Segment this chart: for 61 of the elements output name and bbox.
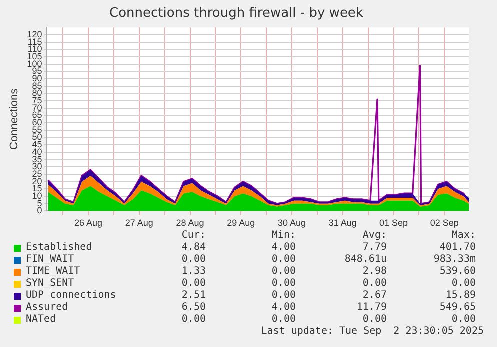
x-tick-label: 29 Aug — [227, 218, 256, 228]
text: 0.00 — [452, 314, 476, 326]
text: Avg: — [362, 230, 387, 242]
text: 0.00 — [272, 278, 296, 290]
text: 549.65 — [440, 302, 476, 314]
text: 0.00 — [272, 290, 296, 302]
text: Cur: — [182, 230, 206, 242]
legend-label: FIN_WAIT — [26, 254, 74, 266]
legend-label: UDP connections — [26, 290, 116, 302]
chart-title: Connections through firewall - by week — [110, 6, 364, 22]
text: 15.89 — [446, 290, 476, 302]
y-tick-label: 65 — [32, 110, 42, 120]
x-tick-label: 30 Aug — [278, 218, 306, 228]
text: 0.00 — [272, 254, 296, 266]
y-tick-label: 115 — [28, 36, 42, 47]
y-tick-label: 50 — [32, 132, 42, 142]
text: 4.84 — [182, 242, 206, 254]
legend-label: NATed — [26, 314, 56, 326]
legend-label: TIME_WAIT — [26, 266, 80, 278]
x-tick-label: 27 Aug — [125, 218, 154, 228]
text: 2.67 — [362, 290, 387, 302]
text: 0.00 — [182, 254, 206, 266]
text: 4.00 — [272, 302, 296, 314]
x-tick-label: 01 Sep — [379, 218, 408, 228]
text: 7.79 — [362, 242, 387, 254]
text: 848.61u — [344, 254, 387, 266]
y-tick-label: 100 — [27, 58, 42, 69]
text: 401.70 — [440, 242, 476, 254]
y-axis-title: Connections — [8, 88, 21, 150]
text: Max: — [452, 230, 476, 242]
legend-label: Established — [26, 242, 92, 254]
legend-label: SYN_SENT — [26, 278, 74, 290]
text: 6.50 — [182, 302, 206, 314]
y-tick-label: 120 — [27, 29, 42, 40]
y-tick-label: 35 — [32, 154, 42, 164]
text: 2.51 — [182, 290, 206, 302]
x-tick-label: 28 Aug — [176, 218, 204, 228]
text: 539.60 — [440, 266, 476, 278]
text: 0.00 — [272, 266, 296, 278]
x-tick-label: 31 Aug — [328, 218, 357, 228]
text: Last update: Tue Sep 2 23:30:05 2025 — [261, 326, 484, 338]
text: Min: — [272, 230, 296, 242]
y-tick-label: 5 — [37, 198, 42, 208]
y-tick-label: 85 — [32, 80, 42, 91]
text: 11.79 — [356, 302, 387, 314]
x-tick-label: 26 Aug — [74, 218, 103, 228]
x-tick-label: 02 Sep — [430, 218, 459, 228]
text: 2.98 — [362, 266, 387, 278]
text: 4.00 — [272, 242, 296, 254]
text: 0.00 — [182, 314, 206, 326]
legend-label: Assured — [26, 302, 68, 314]
text: 0.00 — [362, 278, 387, 290]
text: 0.00 — [452, 278, 476, 290]
y-tick-label: 80 — [32, 88, 42, 98]
y-tick-label: 0 — [37, 206, 42, 216]
text: 0.00 — [182, 278, 206, 290]
text: 0.00 — [272, 314, 296, 326]
text: 0.00 — [362, 314, 387, 326]
y-tick-label: 20 — [32, 176, 42, 186]
text: 1.33 — [182, 266, 206, 278]
text: 983.33m — [434, 254, 476, 266]
